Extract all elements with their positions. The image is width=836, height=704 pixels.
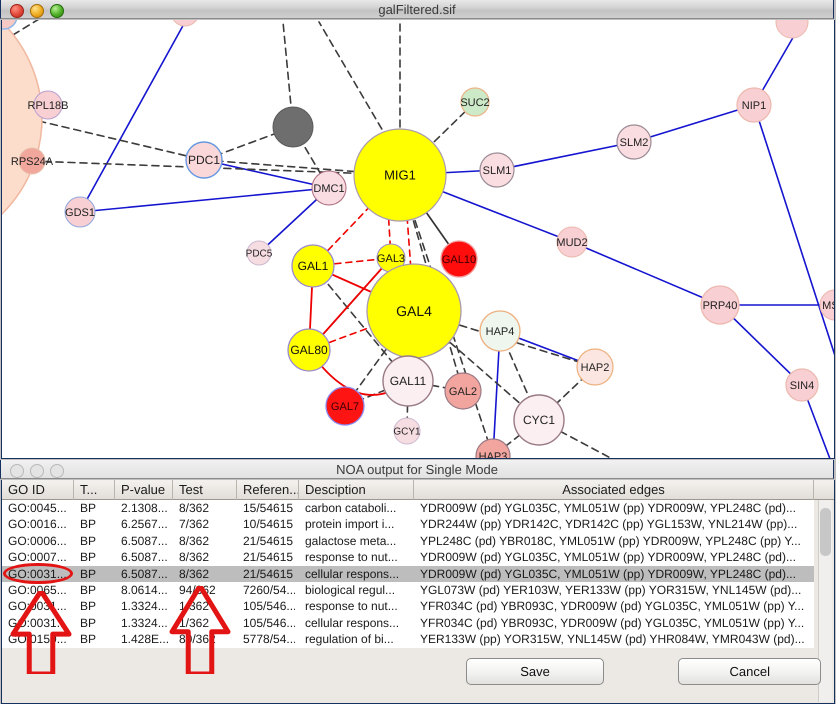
svg-text:HAP3: HAP3: [479, 451, 508, 459]
svg-text:GAL80: GAL80: [290, 343, 328, 357]
svg-text:SIN4: SIN4: [790, 380, 814, 392]
svg-text:RPS24A: RPS24A: [11, 156, 54, 168]
svg-text:HAP2: HAP2: [581, 362, 610, 374]
svg-text:PDC5: PDC5: [246, 249, 273, 260]
svg-text:GAL1: GAL1: [298, 259, 329, 273]
svg-text:MIG1: MIG1: [384, 168, 416, 183]
svg-text:GDS1: GDS1: [65, 207, 95, 219]
svg-text:GAL10: GAL10: [442, 254, 476, 266]
svg-text:NIP1: NIP1: [742, 100, 766, 112]
svg-text:MUD2: MUD2: [556, 237, 587, 249]
svg-text:GAL11: GAL11: [390, 374, 427, 388]
svg-text:SLM1: SLM1: [483, 165, 512, 177]
svg-text:MSI1: MSI1: [822, 300, 835, 312]
svg-text:RPL18B: RPL18B: [28, 100, 69, 112]
svg-text:CYC1: CYC1: [523, 413, 555, 427]
svg-text:SLM2: SLM2: [620, 137, 649, 149]
svg-text:GCY1: GCY1: [393, 427, 421, 438]
svg-text:DMC1: DMC1: [313, 183, 344, 195]
svg-text:HAP4: HAP4: [486, 326, 515, 338]
svg-text:GAL3: GAL3: [377, 253, 405, 265]
svg-text:GAL2: GAL2: [449, 386, 477, 398]
svg-text:SUC2: SUC2: [460, 97, 489, 109]
svg-text:GAL4: GAL4: [396, 303, 432, 319]
svg-text:GAL7: GAL7: [331, 401, 359, 413]
svg-text:PDC1: PDC1: [188, 153, 220, 167]
svg-text:PRP40: PRP40: [703, 300, 738, 312]
